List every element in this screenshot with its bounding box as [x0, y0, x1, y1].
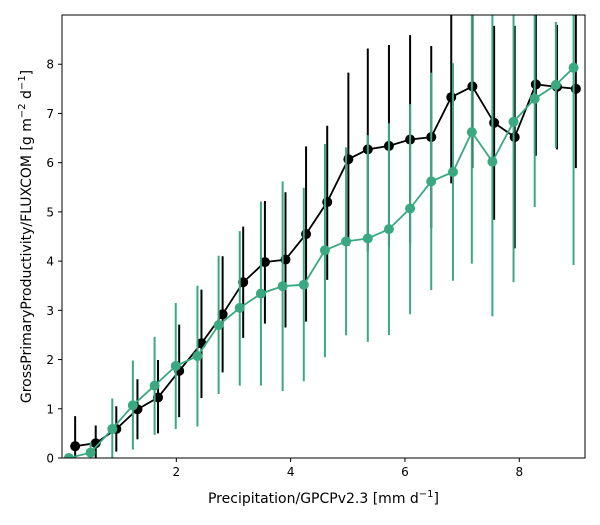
data-point [298, 279, 309, 290]
data-point [341, 236, 352, 247]
data-point [550, 79, 561, 90]
data-point [530, 79, 541, 90]
data-point [322, 197, 333, 208]
data-point [107, 423, 118, 434]
series-2 [63, 15, 579, 458]
data-point [343, 154, 354, 165]
x-axis-title: Precipitation/GPCPv2.3 [mm d−1] [208, 489, 439, 507]
y-axis-title: GrossPrimaryProductivity/FLUXCOM [g m−2 … [17, 70, 35, 403]
data-point [192, 351, 203, 362]
x-tick-label: 6 [401, 465, 409, 479]
data-point [90, 438, 101, 449]
data-point [509, 132, 520, 143]
data-point [466, 127, 477, 138]
data-point [259, 257, 270, 268]
data-point [489, 117, 500, 128]
x-tick-label: 4 [287, 465, 295, 479]
y-tick-label: 7 [46, 107, 54, 121]
y-tick-label: 8 [46, 58, 54, 72]
data-point [529, 93, 540, 104]
data-point [508, 116, 519, 127]
y-tick-label: 2 [46, 353, 54, 367]
x-axis: 2 4 6 8 [172, 458, 523, 479]
x-tick-label: 2 [172, 465, 180, 479]
plot-frame [61, 14, 586, 459]
data-point [170, 360, 181, 371]
data-point [447, 167, 458, 178]
data-point [255, 288, 266, 299]
data-point [70, 441, 81, 452]
data-point [426, 176, 437, 187]
data-point [362, 233, 373, 244]
data-point [383, 224, 394, 235]
data-point [217, 309, 228, 320]
x-tick-label: 8 [515, 465, 523, 479]
plot-marks [63, 15, 581, 458]
data-point [446, 92, 457, 103]
data-point [234, 302, 245, 313]
y-tick-label: 0 [46, 452, 54, 466]
data-point [319, 245, 330, 256]
data-point [85, 447, 96, 458]
data-point [63, 453, 74, 458]
data-point [405, 203, 416, 214]
plot-background [62, 15, 585, 458]
y-tick-label: 5 [46, 205, 54, 219]
data-point [149, 380, 160, 391]
y-tick-label: 1 [46, 402, 54, 416]
data-point [277, 281, 288, 292]
data-point [127, 400, 138, 411]
data-point [570, 83, 581, 94]
y-axis: 0 1 2 3 4 5 6 7 8 [46, 58, 62, 466]
y-tick-label: 4 [46, 255, 54, 269]
y-tick-label: 6 [46, 156, 54, 170]
data-point [301, 229, 312, 240]
data-point [568, 62, 579, 73]
data-point [213, 320, 224, 331]
y-tick-label: 3 [46, 304, 54, 318]
data-point [487, 156, 498, 167]
